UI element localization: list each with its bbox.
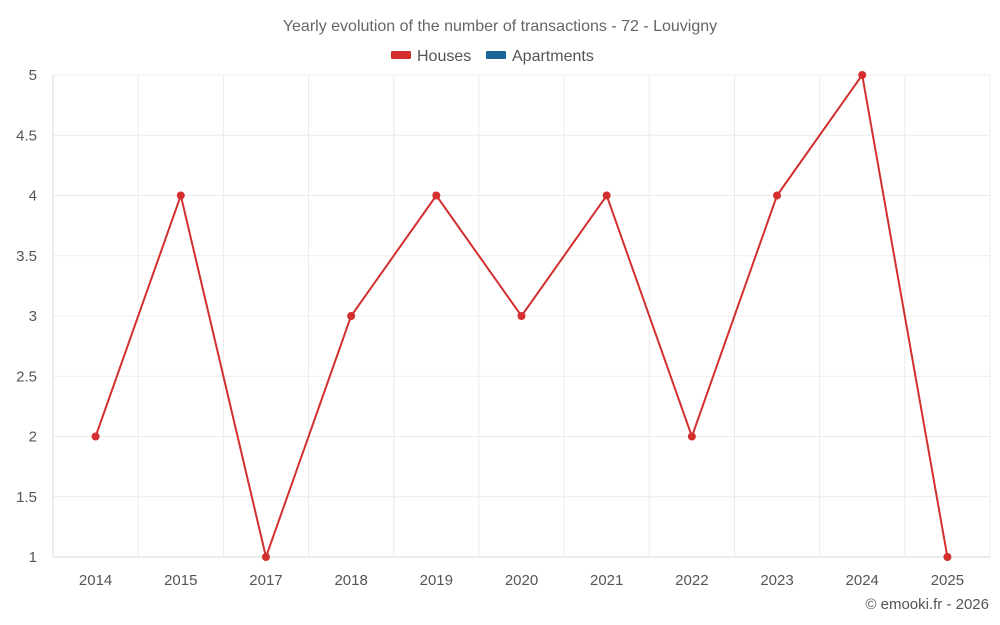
x-tick-label: 2025 <box>931 572 964 589</box>
x-tick-label: 2023 <box>760 572 793 589</box>
x-tick-label: 2024 <box>846 572 879 589</box>
x-tick-label: 2019 <box>420 572 453 589</box>
legend-label-apartments[interactable]: Apartments <box>512 48 594 65</box>
data-point-houses[interactable] <box>432 191 441 200</box>
series-layer <box>91 71 952 561</box>
data-point-houses[interactable] <box>687 432 696 441</box>
x-tick-label: 2014 <box>79 572 112 589</box>
data-point-houses[interactable] <box>261 553 270 561</box>
data-point-houses[interactable] <box>858 71 867 79</box>
y-tick-label: 4.5 <box>16 127 37 144</box>
x-tick-label: 2021 <box>590 572 623 589</box>
y-tick-label: 3 <box>29 308 37 325</box>
data-point-houses[interactable] <box>91 432 100 441</box>
x-axis: 2014 2015 2017 2018 2019 2020 2021 2022 2023 2024… <box>53 556 990 589</box>
y-axis: 1 1.5 2 2.5 3 3.5 4 4.5 5 <box>16 67 54 566</box>
y-tick-label: 1 <box>29 549 37 566</box>
y-tick-label: 2 <box>29 429 37 446</box>
x-tick-label: 2022 <box>675 572 708 589</box>
credit-text: © emooki.fr - 2026 <box>865 596 989 613</box>
y-tick-label: 2.5 <box>16 368 37 385</box>
x-tick-label: 2017 <box>249 572 282 589</box>
data-point-houses[interactable] <box>602 191 611 200</box>
legend-swatch-apartments[interactable] <box>486 51 506 59</box>
data-point-houses[interactable] <box>176 191 185 200</box>
chart-title: Yearly evolution of the number of transa… <box>283 18 717 35</box>
data-point-houses[interactable] <box>943 553 952 561</box>
chart-legend: Houses Apartments <box>391 48 594 65</box>
y-tick-label: 3.5 <box>16 248 37 265</box>
y-tick-label: 1.5 <box>16 489 37 506</box>
x-tick-label: 2020 <box>505 572 538 589</box>
data-point-houses[interactable] <box>517 312 526 320</box>
x-tick-label: 2015 <box>164 572 197 589</box>
x-tick-label: 2018 <box>334 572 367 589</box>
y-tick-label: 5 <box>29 67 37 84</box>
y-tick-label: 4 <box>29 188 37 205</box>
data-point-houses[interactable] <box>347 312 356 320</box>
legend-swatch-houses[interactable] <box>391 51 411 59</box>
data-point-houses[interactable] <box>773 191 782 200</box>
legend-label-houses[interactable]: Houses <box>417 48 471 65</box>
